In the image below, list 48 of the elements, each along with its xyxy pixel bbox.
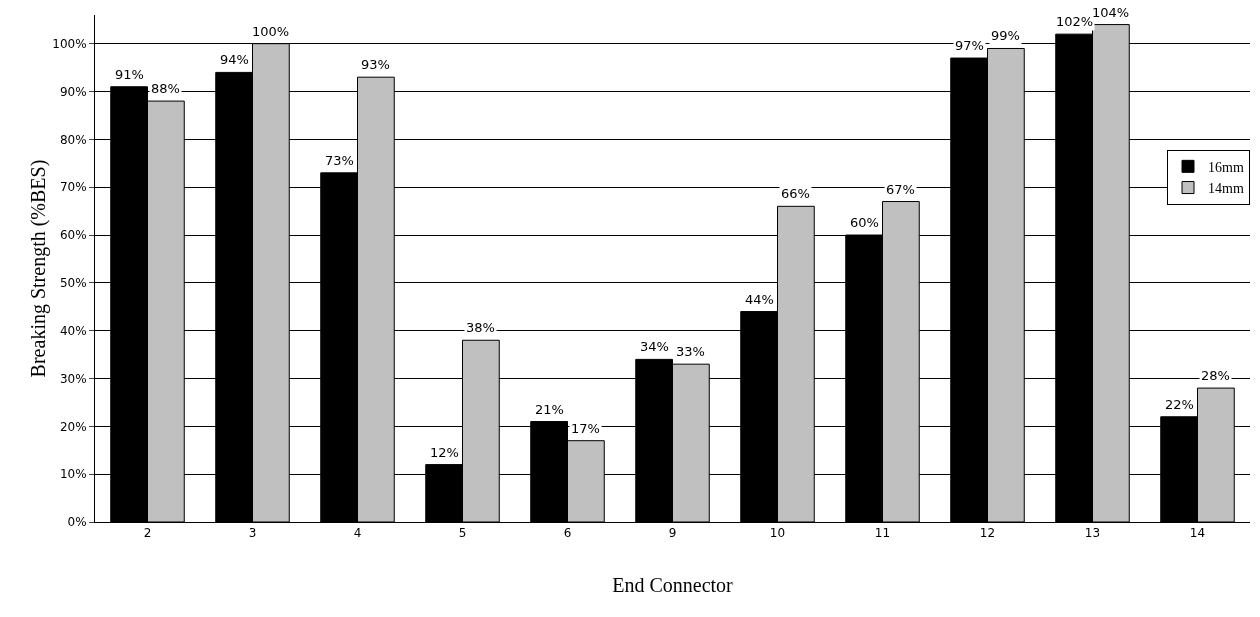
legend-label: 14mm [1208, 181, 1244, 196]
legend-label: 16mm [1208, 159, 1244, 175]
data-label: 94% [220, 52, 249, 67]
data-label: 17% [571, 421, 600, 436]
y-tick-label: 60% [59, 228, 87, 243]
x-tick-label: 3 [248, 526, 257, 541]
data-label: 12% [430, 445, 459, 460]
data-label: 100% [252, 24, 290, 39]
y-axis-title: Breaking Strength (%BES) [27, 159, 50, 378]
y-tick-label: 30% [59, 371, 87, 386]
x-tick-label: 12 [979, 526, 996, 541]
data-label: 88% [151, 81, 180, 96]
x-tick-label: 2 [143, 526, 152, 541]
y-tick-label: 20% [59, 419, 87, 434]
data-label: 66% [781, 186, 810, 201]
x-tick-label: 10 [769, 526, 786, 541]
data-label: 34% [640, 339, 669, 354]
data-label: 104% [1092, 5, 1130, 20]
data-label: 97% [955, 38, 984, 53]
data-label: 28% [1201, 368, 1230, 383]
data-label: 21% [535, 402, 564, 417]
x-tick-label: 4 [353, 526, 362, 541]
data-label: 44% [745, 292, 774, 307]
x-tick-label: 9 [668, 526, 677, 541]
data-label: 91% [115, 67, 144, 82]
y-tick-label: 40% [59, 323, 87, 338]
y-tick-label: 50% [59, 276, 87, 291]
data-label: 33% [676, 344, 705, 359]
x-tick-label: 11 [874, 526, 891, 541]
x-tick-label: 14 [1189, 526, 1206, 541]
data-label: 99% [991, 28, 1020, 43]
x-tick-label: 5 [458, 526, 467, 541]
y-tick-label: 10% [59, 467, 87, 482]
y-tick-label: 100% [52, 36, 87, 51]
x-tick-label: 6 [563, 526, 572, 541]
data-label: 73% [325, 153, 354, 168]
data-label: 38% [466, 320, 495, 335]
data-label: 102% [1056, 14, 1094, 29]
y-tick-label: 0% [67, 515, 87, 530]
y-tick-label: 70% [59, 180, 87, 195]
x-tick-label: 13 [1084, 526, 1101, 541]
x-axis-title: End Connector [612, 574, 734, 596]
data-label: 60% [850, 215, 879, 230]
data-label: 93% [361, 57, 390, 72]
data-label: 67% [886, 182, 915, 197]
data-label: 22% [1165, 397, 1194, 412]
y-tick-label: 80% [59, 132, 87, 147]
y-tick-label: 90% [59, 84, 87, 99]
